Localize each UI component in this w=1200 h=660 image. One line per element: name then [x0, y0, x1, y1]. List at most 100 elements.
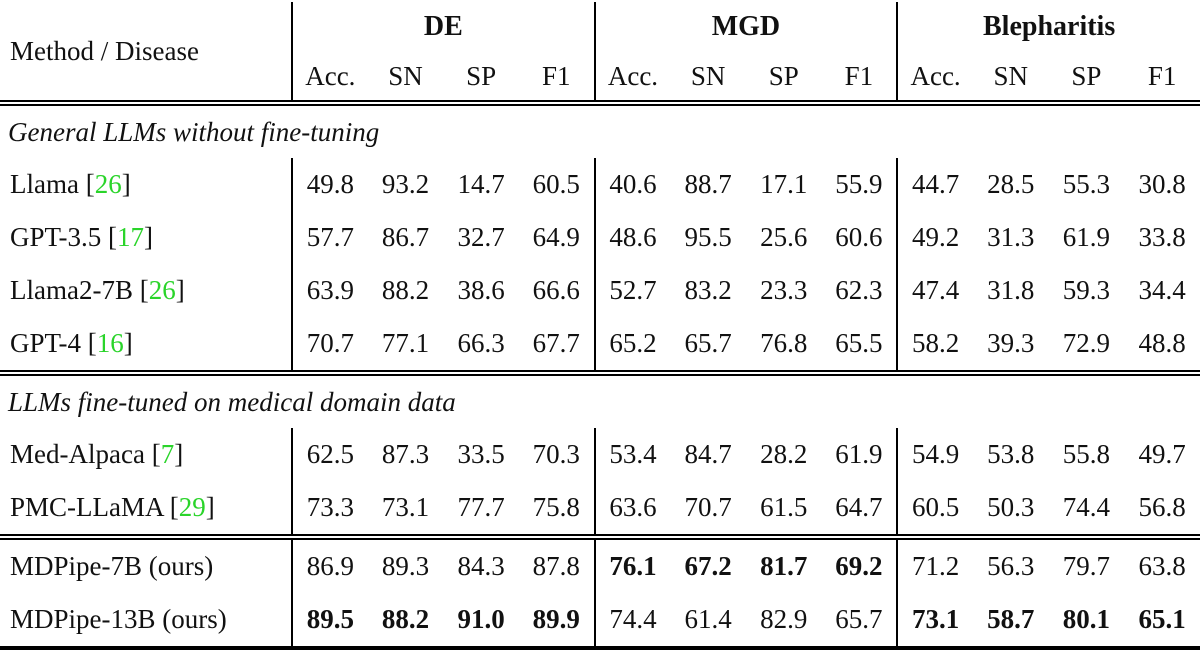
method-name: PMC-LLaMA — [10, 492, 164, 522]
method-disease-header: Method / Disease — [10, 35, 199, 66]
metric-header: SP — [466, 60, 497, 91]
metric-value: 61.9 — [835, 439, 883, 469]
table-row: Llama2-7B [26] 63.9 88.2 38.6 66.6 52.7 83.2 23… — [0, 264, 1200, 317]
metric-value: 81.7 — [760, 551, 808, 581]
section-divider-rule — [0, 100, 1200, 106]
section-divider-rule — [0, 534, 1200, 540]
method-label: MDPipe-7B (ours) — [0, 540, 292, 593]
metric-value: 76.8 — [760, 328, 808, 358]
metric-header: SP — [768, 60, 799, 91]
table-body: General LLMs without fine-tuning Llama [2… — [0, 100, 1200, 650]
metric-value: 91.0 — [457, 604, 505, 634]
metric-value: 38.6 — [457, 275, 505, 305]
metric-value: 31.3 — [987, 222, 1035, 252]
metric-value: 33.5 — [457, 439, 505, 469]
citation-number: 26 — [94, 169, 122, 199]
method-name: Med-Alpaca — [10, 439, 145, 469]
metric-value: 89.9 — [532, 604, 580, 634]
disease-header-blepharitis: Blepharitis — [896, 2, 1200, 52]
metric-value: 74.4 — [1062, 492, 1111, 522]
metric-value: 79.7 — [1062, 551, 1111, 581]
bottom-rule — [0, 646, 1200, 650]
metric-value: 58.2 — [896, 317, 973, 370]
metric-value: 44.7 — [896, 158, 973, 211]
method-label: Med-Alpaca [7] — [10, 439, 184, 469]
citation-number: 17 — [117, 222, 145, 252]
metric-value: 53.8 — [987, 439, 1035, 469]
metric-value: 40.6 — [593, 158, 671, 211]
metric-value: 32.7 — [457, 222, 505, 252]
metric-value: 63.8 — [1138, 551, 1186, 581]
metric-value: 69.2 — [835, 551, 883, 581]
table-row: Llama [26] 49.8 93.2 14.7 60.5 40.6 88.7 17.1 55… — [0, 158, 1200, 211]
method-label: MDPipe-13B (ours) — [0, 593, 292, 646]
metric-value: 80.1 — [1062, 604, 1111, 634]
metric-value: 73.1 — [381, 492, 430, 522]
method-name: GPT-3.5 — [10, 222, 102, 252]
metric-value: 39.3 — [987, 328, 1035, 358]
section-divider-rule — [0, 370, 1200, 376]
metric-value: 89.3 — [381, 551, 430, 581]
metric-value: 65.5 — [835, 328, 883, 358]
metric-value: 87.8 — [532, 551, 580, 581]
method-name: Llama2-7B — [10, 275, 133, 305]
metric-value: 75.8 — [532, 492, 580, 522]
disease-header-de: DE — [291, 2, 595, 52]
metric-header: Acc. — [896, 52, 973, 100]
metric-value: 95.5 — [684, 222, 732, 252]
metric-value: 59.3 — [1062, 275, 1111, 305]
method-name: MDPipe-13B (ours) — [10, 604, 227, 634]
metric-value: 77.1 — [381, 328, 430, 358]
metric-header: F1 — [1147, 60, 1177, 91]
metric-value: 49.7 — [1138, 439, 1186, 469]
metric-value: 25.6 — [760, 222, 808, 252]
metric-value: 60.5 — [896, 481, 973, 534]
metric-header: Acc. — [593, 52, 671, 100]
citation-number: 7 — [160, 439, 175, 469]
metric-value: 61.5 — [760, 492, 808, 522]
metric-value: 58.7 — [987, 604, 1035, 634]
method-label: PMC-LLaMA [29] — [10, 492, 215, 522]
metric-value: 57.7 — [291, 211, 368, 264]
metric-value: 70.7 — [291, 317, 368, 370]
method-name: Llama — [10, 169, 79, 199]
metric-value: 87.3 — [381, 439, 430, 469]
metric-value: 53.4 — [593, 428, 671, 481]
metric-value: 23.3 — [760, 275, 808, 305]
metric-value: 28.5 — [987, 169, 1035, 199]
metric-value: 88.2 — [381, 604, 430, 634]
metric-value: 82.9 — [760, 604, 808, 634]
table-row: MDPipe-7B (ours) 86.9 89.3 84.3 87.8 76.1 67.2… — [0, 540, 1200, 593]
metric-value: 72.9 — [1062, 328, 1111, 358]
metric-header: F1 — [542, 60, 571, 91]
metric-value: 30.8 — [1138, 169, 1186, 199]
disease-header-mgd: MGD — [593, 2, 898, 52]
metric-value: 49.2 — [896, 211, 973, 264]
metric-value: 66.6 — [532, 275, 580, 305]
method-label: Llama [26] — [10, 169, 131, 199]
metric-value: 88.7 — [684, 169, 732, 199]
disease-header-row: Method / Disease DE MGD Blepharitis — [0, 2, 1200, 66]
citation-number: 29 — [178, 492, 206, 522]
metric-header: Acc. — [291, 52, 368, 100]
table-row: PMC-LLaMA [29] 73.3 73.1 77.7 75.8 63.6 70.7 61… — [0, 481, 1200, 534]
metric-value: 76.1 — [593, 540, 671, 593]
metric-value: 56.3 — [987, 551, 1035, 581]
metric-value: 84.3 — [457, 551, 505, 581]
table-row: Med-Alpaca [7] 62.5 87.3 33.5 70.3 53.4 84.7 28… — [0, 428, 1200, 481]
metric-value: 14.7 — [457, 169, 505, 199]
table-row: MDPipe-13B (ours) 89.5 88.2 91.0 89.9 74.4 61.… — [0, 593, 1200, 646]
section-title-row: LLMs fine-tuned on medical domain data — [0, 376, 1200, 428]
metric-value: 86.9 — [291, 540, 368, 593]
method-name: GPT-4 — [10, 328, 82, 358]
metric-value: 66.3 — [457, 328, 505, 358]
metric-value: 65.1 — [1138, 604, 1186, 634]
metric-value: 17.1 — [760, 169, 808, 199]
metric-value: 93.2 — [381, 169, 430, 199]
metric-header: SN — [388, 60, 423, 91]
metric-value: 88.2 — [381, 275, 430, 305]
metric-value: 65.7 — [684, 328, 732, 358]
metric-value: 61.4 — [684, 604, 732, 634]
metric-header: SN — [993, 60, 1028, 91]
section-divider-rule — [0, 370, 1200, 376]
